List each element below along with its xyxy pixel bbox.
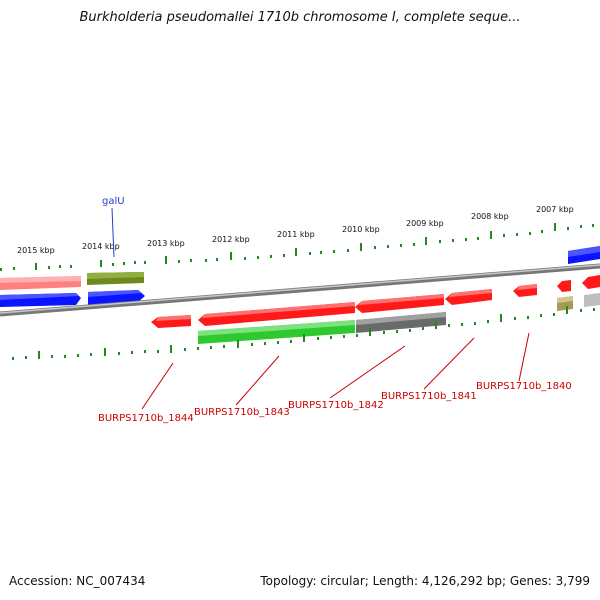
locus-tag-labels: BURPS1710b_1844 BURPS1710b_1843 BURPS171… — [98, 381, 572, 424]
backbone-highlight — [0, 264, 600, 314]
locus-connectors — [141, 332, 530, 410]
kbp-label: 2008 kbp — [471, 212, 509, 221]
map-title: Burkholderia pseudomallei 1710b chromoso… — [79, 10, 521, 25]
gene-arrow-small-red[interactable] — [582, 275, 600, 289]
kbp-label: 2009 kbp — [406, 219, 444, 228]
gene-highlight — [87, 272, 144, 279]
gene-highlight — [156, 315, 191, 321]
locus-tag-1842[interactable]: BURPS1710b_1842 — [288, 400, 384, 411]
accession-label: Accession: NC_007434 — [9, 574, 146, 588]
kbp-label: 2011 kbp — [277, 230, 315, 239]
locus-tag-1841[interactable]: BURPS1710b_1841 — [381, 391, 477, 402]
gene-highlight — [88, 290, 142, 297]
gene-highlight — [202, 302, 355, 318]
kbp-label: 2007 kbp — [536, 205, 574, 214]
kbp-label: 2010 kbp — [342, 225, 380, 234]
gene-highlight — [0, 276, 81, 283]
gene-highlight — [356, 312, 446, 325]
genome-summary: Topology: circular; Length: 4,126,292 bp… — [260, 574, 590, 588]
gene-highlight — [449, 289, 492, 297]
forward-strand-genes — [0, 246, 600, 307]
gene-highlight — [359, 294, 444, 305]
kbp-label: 2014 kbp — [82, 242, 120, 251]
chromosome-backbone — [0, 263, 600, 317]
gene-highlight — [568, 246, 600, 257]
galU-connector — [111, 207, 115, 258]
locus-tag-1843[interactable]: BURPS1710b_1843 — [194, 407, 290, 418]
kbp-scale-labels: 2015 kbp 2014 kbp 2013 kbp 2012 kbp 2011… — [17, 205, 574, 255]
locus-tag-1840[interactable]: BURPS1710b_1840 — [476, 381, 572, 392]
gene-label-galU[interactable]: galU — [102, 196, 125, 207]
kbp-label: 2015 kbp — [17, 246, 55, 255]
upper-tick-track — [0, 223, 594, 271]
gene-highlight — [557, 296, 573, 303]
gene-highlight — [517, 284, 537, 290]
locus-tag-1844[interactable]: BURPS1710b_1844 — [98, 413, 194, 424]
gene-highlight — [0, 293, 79, 300]
kbp-label: 2012 kbp — [212, 235, 250, 244]
kbp-label: 2013 kbp — [147, 239, 185, 248]
gene-arrow-small-red[interactable] — [557, 280, 571, 292]
reverse-strand-genes — [151, 275, 600, 344]
gene-highlight — [198, 320, 355, 336]
gene-arrow-lightgray[interactable] — [584, 293, 600, 307]
lower-tick-track — [12, 306, 595, 360]
